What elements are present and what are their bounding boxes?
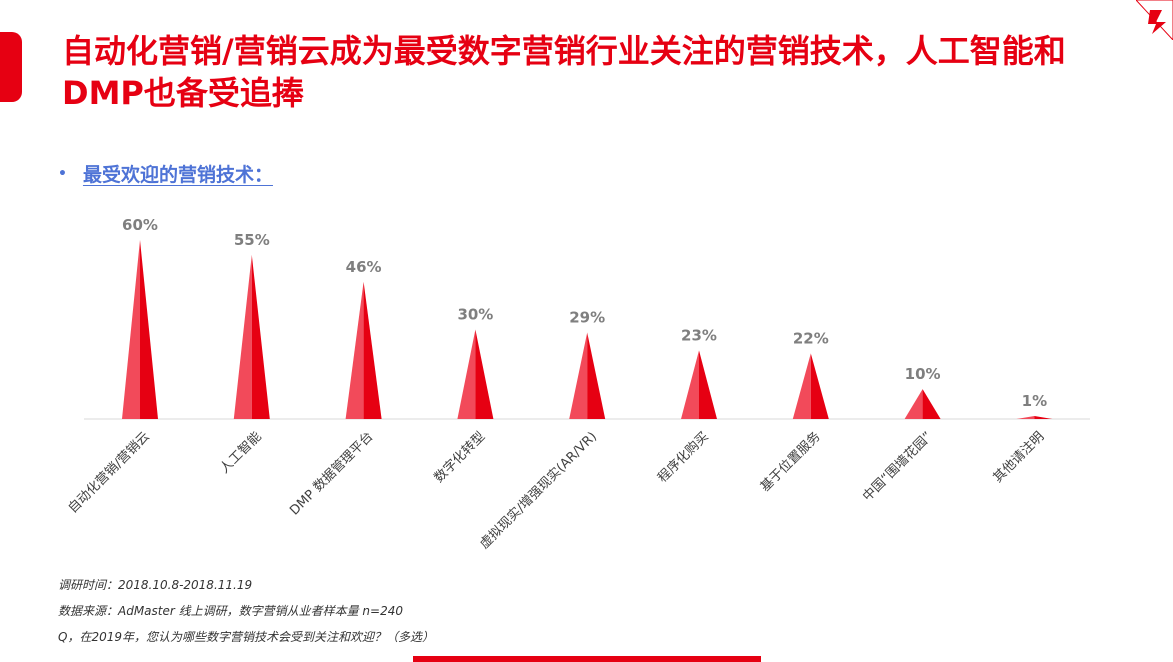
bullet-icon: • xyxy=(58,165,67,182)
bar-right-face xyxy=(363,281,382,419)
survey-time-note: 调研时间：2018.10.8-2018.11.19 xyxy=(58,578,253,592)
data-label: 30% xyxy=(457,306,493,324)
data-label: 23% xyxy=(681,326,717,344)
bar-right-face xyxy=(587,332,606,419)
bottom-accent-bar xyxy=(413,656,761,662)
x-tick-label: 中国“围墙花园” xyxy=(859,429,935,505)
bar-left-face xyxy=(792,353,811,419)
bar-left-face xyxy=(233,254,252,419)
bar-right-face xyxy=(140,240,158,419)
x-tick-label: 自动化营销/营销云 xyxy=(66,429,153,516)
x-tick-label: 人工智能 xyxy=(217,429,264,476)
bar-left-face xyxy=(122,240,140,419)
bar-5 xyxy=(569,332,606,419)
data-label: 1% xyxy=(1022,392,1047,410)
x-tick-label: 数字化转型 xyxy=(432,429,489,486)
title-accent-bar xyxy=(0,32,22,102)
bar-right-face xyxy=(475,329,494,419)
bar-right-face xyxy=(251,254,270,419)
bar-4 xyxy=(457,329,494,419)
bar-9 xyxy=(1016,416,1053,419)
data-label: 46% xyxy=(346,258,382,276)
data-label: 29% xyxy=(569,308,605,326)
page-title: 自动化营销/营销云成为最受数字营销行业关注的营销技术，人工智能和DMP也备受追捧 xyxy=(62,32,1066,112)
bar-left-face xyxy=(681,350,699,419)
question-note: Q，在2019年，您认为哪些数字营销技术会受到关注和欢迎？（多选） xyxy=(58,630,434,644)
bar-8 xyxy=(904,389,941,419)
x-tick-label: 虚拟现实/增强现实(AR/VR) xyxy=(477,429,600,552)
chart-subtitle-text: 最受欢迎的营销技术： xyxy=(82,164,273,186)
bar-left-face xyxy=(904,389,923,419)
bar-right-face xyxy=(1034,416,1053,419)
bar-left-face xyxy=(457,329,476,419)
x-tick-label: 程序化购买 xyxy=(655,429,712,486)
chart-subtitle: • 最受欢迎的营销技术： xyxy=(58,160,273,187)
data-source-note: 数据来源：AdMaster 线上调研，数字营销从业者样本量 n=240 xyxy=(58,604,404,618)
footnotes: 调研时间：2018.10.8-2018.11.19 数据来源：AdMaster … xyxy=(58,572,434,650)
bar-right-face xyxy=(810,353,829,419)
x-tick-label: 基于位置服务 xyxy=(757,429,823,495)
bar-right-face xyxy=(922,389,941,419)
bar-1 xyxy=(122,240,158,419)
bar-7 xyxy=(792,353,829,419)
bar-left-face xyxy=(569,332,588,419)
brand-logo-icon xyxy=(1136,0,1173,40)
bar-3 xyxy=(345,281,382,419)
x-tick-label: 其他请注明 xyxy=(991,429,1048,486)
data-label: 10% xyxy=(905,365,941,383)
bar-left-face xyxy=(345,281,364,419)
bar-right-face xyxy=(699,350,717,419)
data-label: 60% xyxy=(122,216,158,234)
bar-2 xyxy=(233,254,270,419)
bar-6 xyxy=(681,350,717,419)
bar-left-face xyxy=(1016,416,1035,419)
data-label: 55% xyxy=(234,231,270,249)
data-label: 22% xyxy=(793,329,829,347)
x-tick-label: DMP 数据管理平台 xyxy=(287,429,376,518)
